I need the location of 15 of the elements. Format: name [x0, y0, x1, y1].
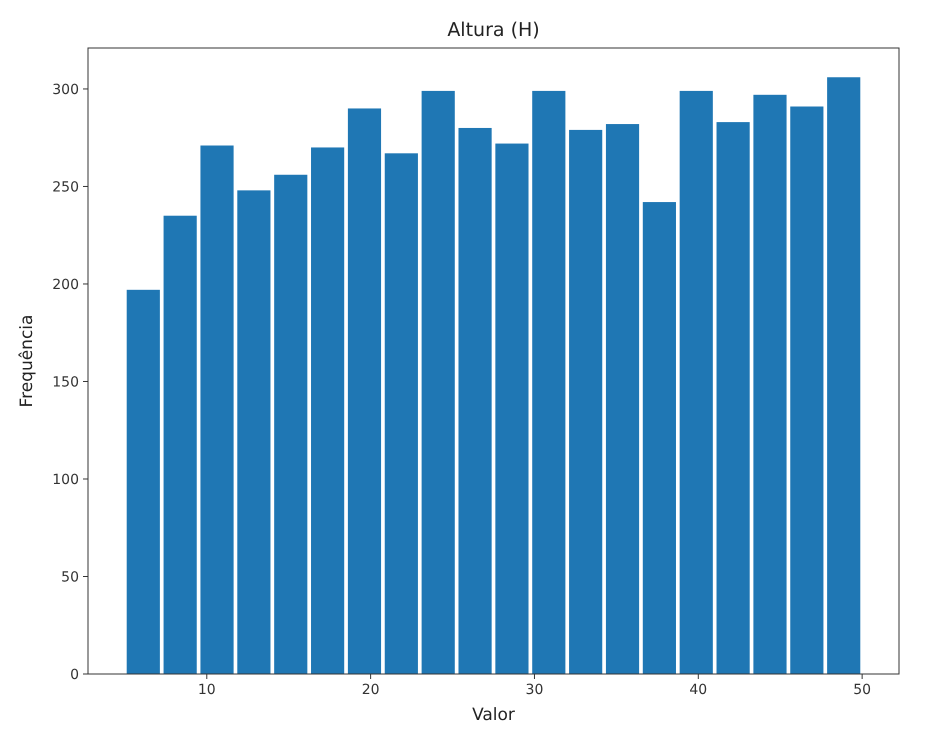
y-tick-label: 200 [52, 276, 79, 293]
chart-title: Altura (H) [447, 19, 540, 41]
x-tick-label: 30 [526, 682, 544, 698]
x-tick-label: 50 [853, 682, 872, 698]
y-tick-label: 50 [61, 569, 79, 586]
x-axis-title: Valor [472, 705, 515, 725]
y-tick-label: 150 [52, 374, 79, 390]
y-axis-title: Frequência [17, 314, 37, 408]
y-tick-label: 300 [52, 82, 79, 98]
y-tick-label: 100 [52, 472, 79, 488]
y-tick-label: 0 [70, 666, 79, 683]
y-tick-label: 250 [52, 179, 79, 196]
x-tick-label: 40 [689, 682, 708, 698]
x-tick-label: 10 [198, 682, 216, 698]
x-tick-label: 20 [362, 682, 380, 698]
